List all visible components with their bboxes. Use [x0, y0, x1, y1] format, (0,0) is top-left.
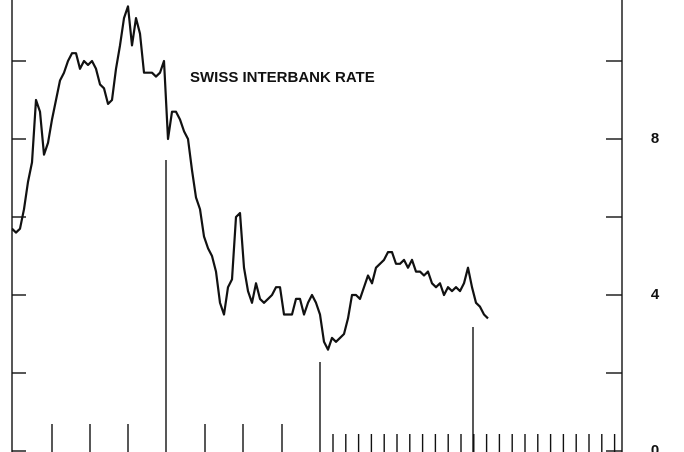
y-tick-label: 4	[651, 286, 660, 303]
chart-title: SWISS INTERBANK RATE	[190, 69, 375, 86]
y-tick-label: 0	[651, 442, 659, 452]
rate-line	[11, 5, 489, 351]
y-tick-label: 8	[651, 130, 659, 147]
